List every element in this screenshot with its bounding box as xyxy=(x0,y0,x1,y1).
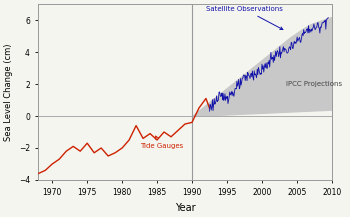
Text: Satellite Observations: Satellite Observations xyxy=(206,6,283,30)
Text: Tide Gauges: Tide Gauges xyxy=(140,136,183,149)
X-axis label: Year: Year xyxy=(175,203,195,213)
Y-axis label: Sea Level Change (cm): Sea Level Change (cm) xyxy=(4,43,13,141)
Text: IPCC Projections: IPCC Projections xyxy=(286,81,342,87)
